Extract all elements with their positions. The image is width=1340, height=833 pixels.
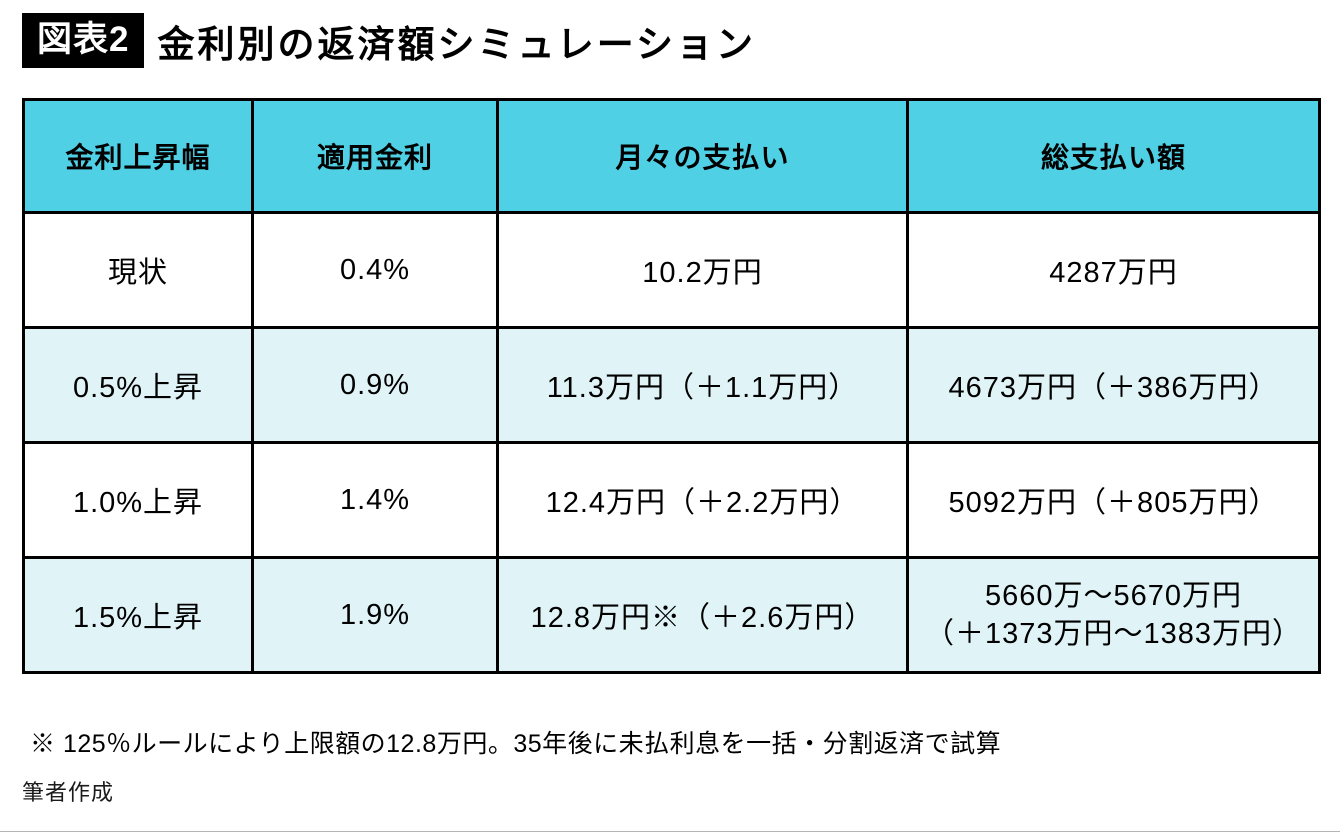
table-cell: 4673万円（＋386万円） <box>906 326 1321 444</box>
table-row-plus-0-5: 0.5%上昇 0.9% 11.3万円（＋1.1万円） 4673万円（＋386万円… <box>22 326 1321 444</box>
table-row-current: 現状 0.4% 10.2万円 4287万円 <box>22 211 1321 329</box>
column-header-total-payment: 総支払い額 <box>906 98 1321 214</box>
figure-badge: 図表2 <box>22 13 145 68</box>
table-row-plus-1-5: 1.5%上昇 1.9% 12.8万円※（＋2.6万円） 5660万～5670万円… <box>22 556 1321 674</box>
table-cell: 現状 <box>22 211 254 329</box>
table-row-plus-1-0: 1.0%上昇 1.4% 12.4万円（＋2.2万円） 5092万円（＋805万円… <box>22 441 1321 559</box>
bottom-divider <box>0 831 1340 832</box>
repayment-simulation-table: 金利上昇幅 適用金利 月々の支払い 総支払い額 現状 0.4% 10.2万円 4… <box>22 98 1321 674</box>
table-cell: 10.2万円 <box>496 211 909 329</box>
author-credit: 筆者作成 <box>22 780 115 805</box>
table-cell: 0.9% <box>251 326 499 444</box>
table-cell: 0.5%上昇 <box>22 326 254 444</box>
table-cell: 1.4% <box>251 441 499 559</box>
column-header-applied-rate: 適用金利 <box>251 98 499 214</box>
header-row: 金利上昇幅 適用金利 月々の支払い 総支払い額 <box>22 98 1321 214</box>
footnote: ※ 125％ルールにより上限額の12.8万円。35年後に未払利息を一括・分割返済… <box>30 730 1002 758</box>
table-cell: 1.9% <box>251 556 499 674</box>
figure-header: 図表2 金利別の返済額シミュレーション <box>22 13 1340 68</box>
table-cell: 5660万～5670万円 （＋1373万円～1383万円） <box>906 556 1321 674</box>
table-cell: 1.5%上昇 <box>22 556 254 674</box>
table-cell: 4287万円 <box>906 211 1321 329</box>
table-cell: 11.3万円（＋1.1万円） <box>496 326 909 444</box>
column-header-monthly-payment: 月々の支払い <box>496 98 909 214</box>
table-cell: 5092万円（＋805万円） <box>906 441 1321 559</box>
table-cell: 1.0%上昇 <box>22 441 254 559</box>
table-cell: 12.4万円（＋2.2万円） <box>496 441 909 559</box>
figure-title: 金利別の返済額シミュレーション <box>157 23 756 65</box>
table-cell: 0.4% <box>251 211 499 329</box>
column-header-rate-increase: 金利上昇幅 <box>22 98 254 214</box>
table-cell: 12.8万円※（＋2.6万円） <box>496 556 909 674</box>
